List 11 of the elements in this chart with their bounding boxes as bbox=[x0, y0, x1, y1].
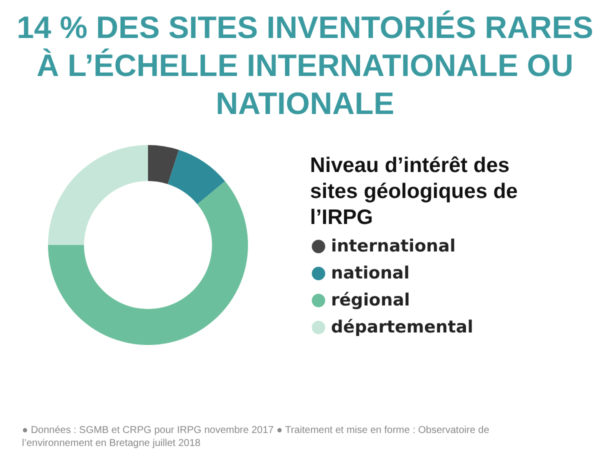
legend-label: national bbox=[331, 264, 410, 284]
legend-label: international bbox=[331, 236, 456, 256]
legend-label: régional bbox=[331, 290, 410, 310]
donut-slice bbox=[48, 145, 148, 245]
donut-slice bbox=[168, 150, 226, 204]
legend-title: Niveau d’intérêt des sites géologiques de l’IRPG bbox=[310, 154, 518, 229]
donut-slice bbox=[148, 145, 179, 184]
legend-label: départemental bbox=[331, 318, 474, 338]
donut-slice bbox=[48, 181, 248, 345]
text: ● Données : SGMB et CRPG pour IRPG novembre 2017 ● Traitement et mise en forme : Observatoire de l’environnement en Bretagne juillet 2018 bbox=[22, 425, 490, 449]
chart-title: 14 % DES SITES INVENTORIÉS RARES À L’ÉCHELLE INTERNATIONALE OU NATIONALE bbox=[16, 10, 594, 121]
